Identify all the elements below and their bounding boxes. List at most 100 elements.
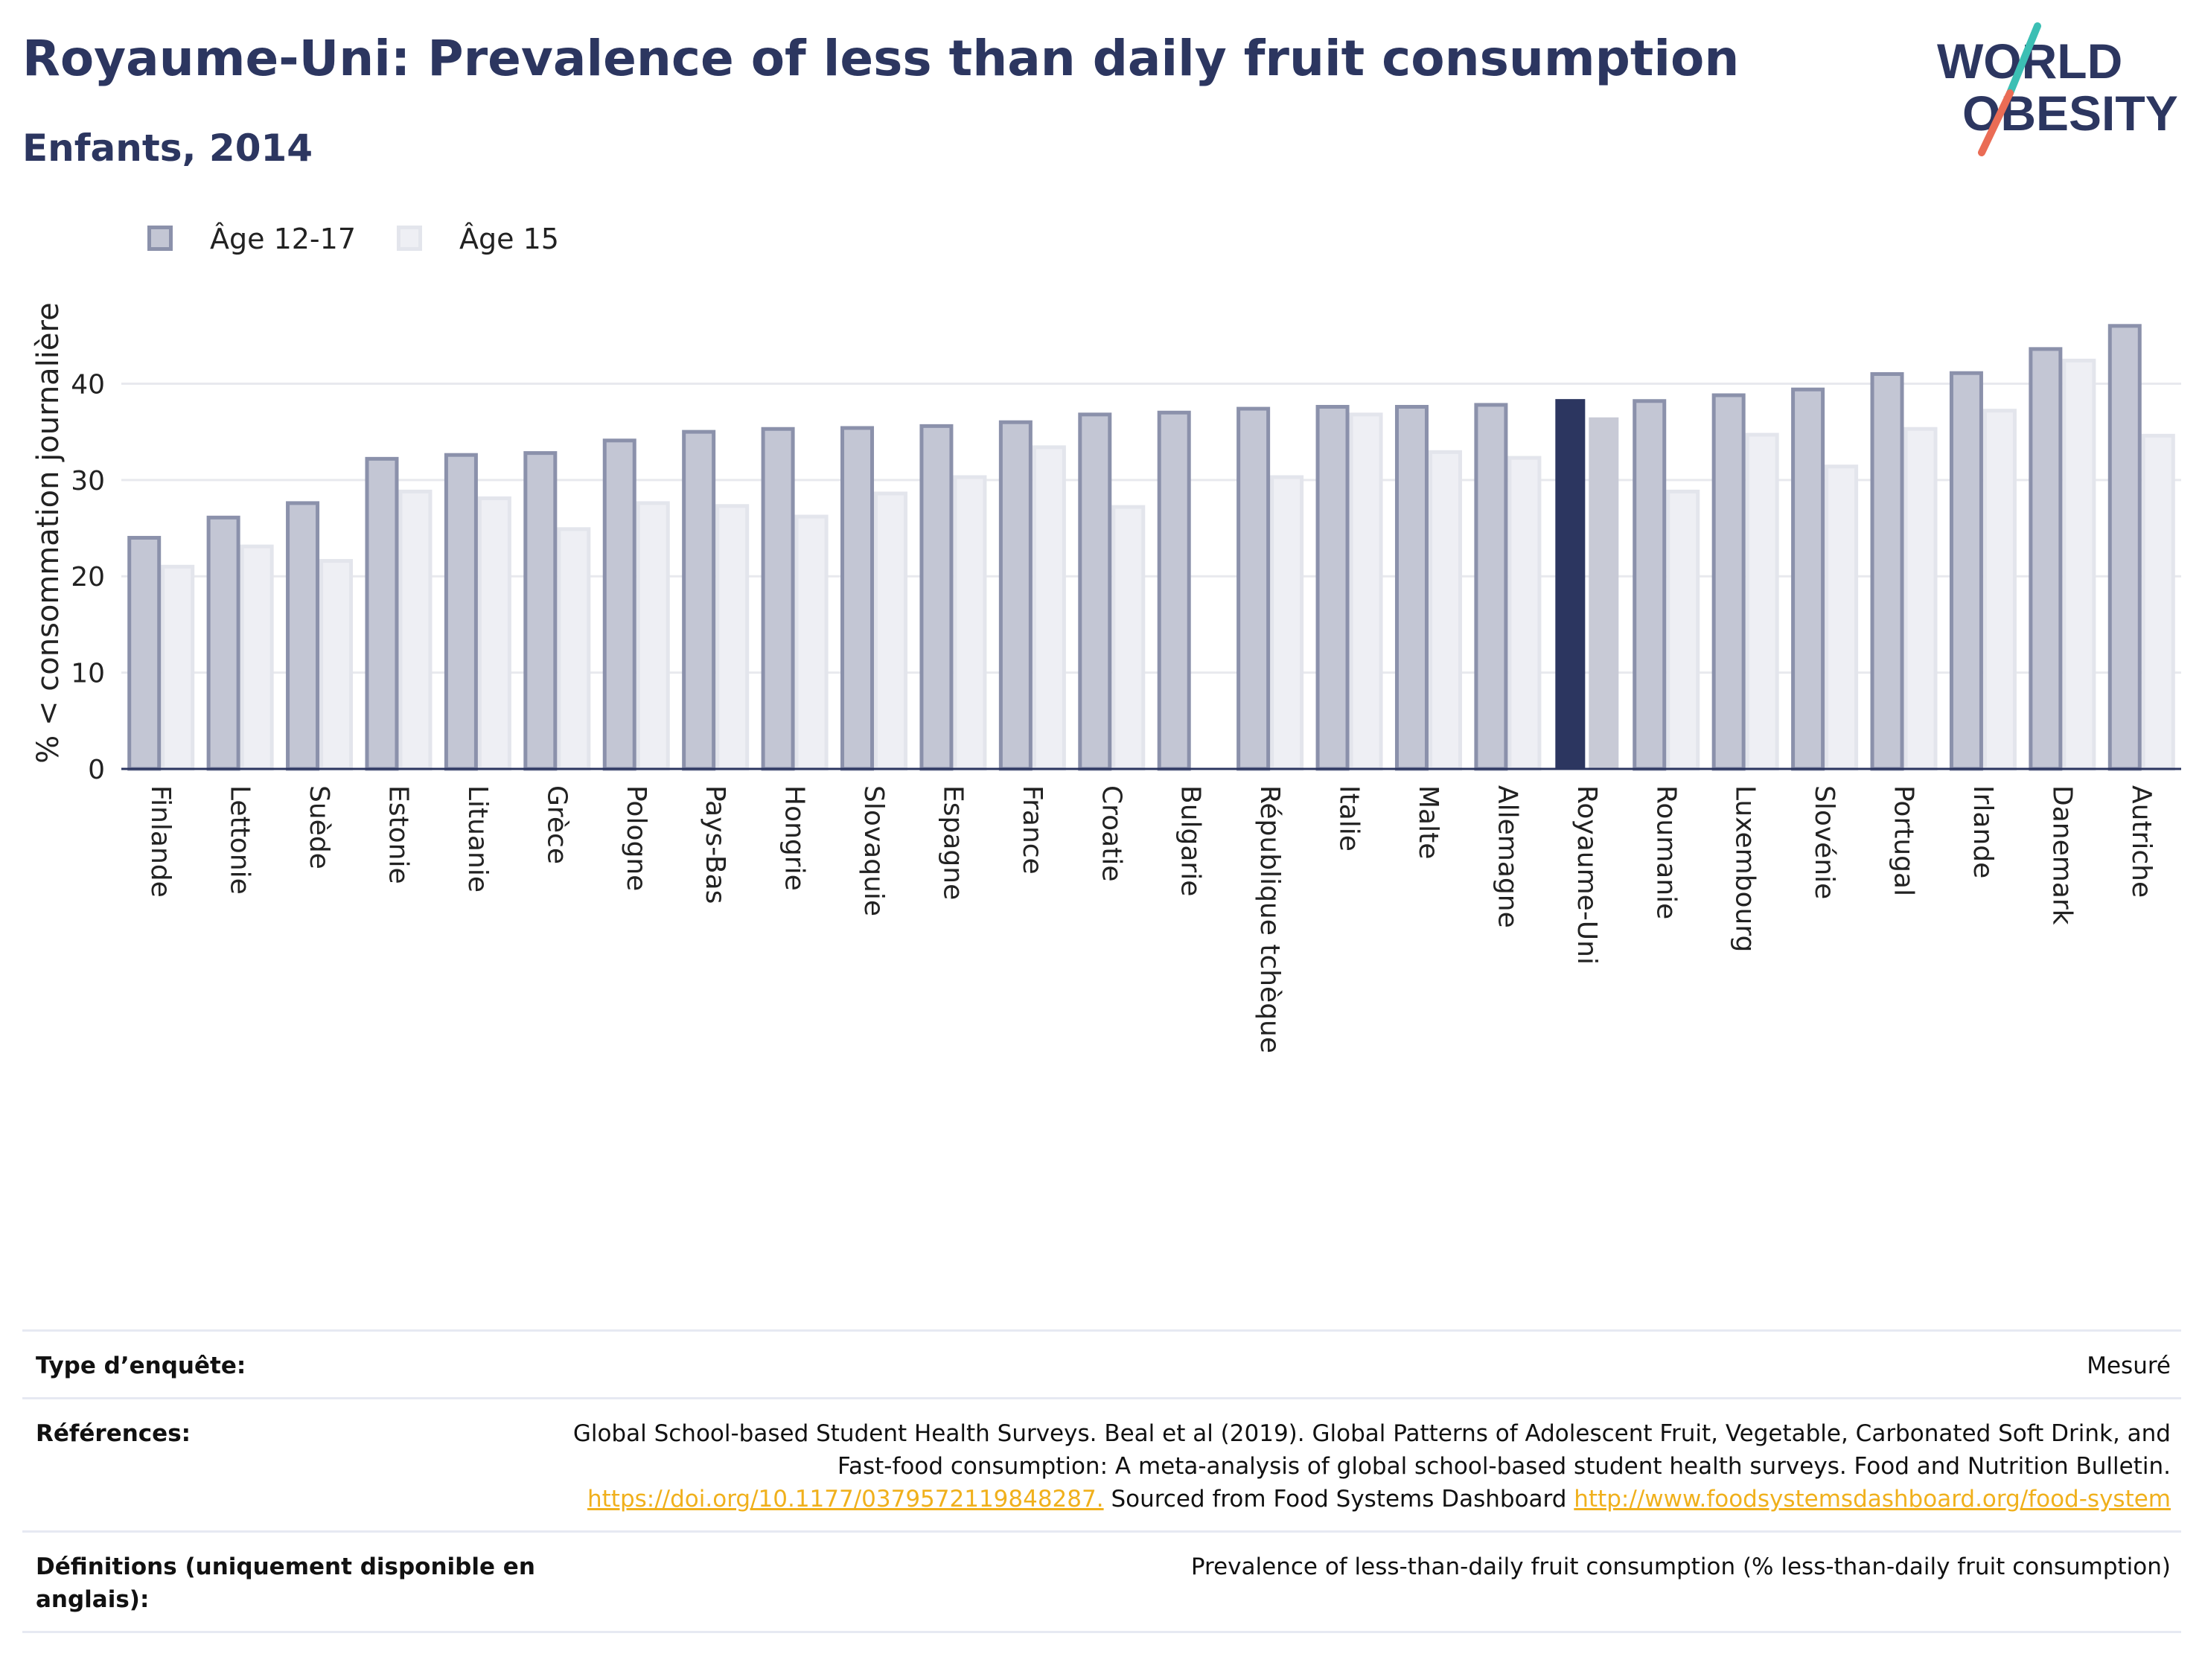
x-tick-label-19: Roumanie [1650,785,1681,919]
bar-series-1-9 [840,426,875,771]
x-tick-label-18: Royaume-Uni [1571,785,1602,965]
x-tick-label-25: Autriche [2126,785,2157,898]
bar-series-2-22 [1903,427,1938,771]
bar-series-2-12 [1111,505,1146,771]
doi-link[interactable]: https://doi.org/10.1177/0379572119848287… [587,1486,1104,1513]
bar-series-1-15 [1315,405,1350,771]
bar-series-1-6 [602,438,636,771]
bar-series-1-24 [2029,347,2063,771]
bar-series-2-3 [398,489,433,771]
x-tick-label-4: Lituanie [462,785,493,892]
bar-series-2-19 [1666,489,1700,771]
x-tick-label-3: Estonie [383,785,413,884]
x-tick-label-5: Grèce [541,785,572,864]
x-tick-label-13: Bulgarie [1175,785,1206,896]
bar-series-1-14 [1236,406,1271,771]
x-tick-label-9: Slovaquie [858,785,889,916]
bar-series-2-7 [715,504,750,771]
world-obesity-logo: WORLD OBESITY [1937,22,2178,156]
legend-swatch-series-1 [147,226,173,251]
bar-series-2-10 [953,475,987,771]
x-tick-label-1: Lettonie [225,785,255,895]
bar-series-1-20 [1711,393,1746,771]
x-tick-label-0: Finlande [145,785,176,898]
food-systems-dashboard-link[interactable]: http://www.foodsystemsdashboard.org/food… [1574,1486,2171,1513]
x-tick-label-17: Allemagne [1492,785,1522,928]
bar-series-1-22 [1870,372,1904,771]
bar-series-2-14 [1270,475,1304,771]
bar-series-1-5 [523,451,558,771]
bar-series-2-24 [2062,358,2096,771]
chart-subtitle: Enfants, 2014 [22,127,313,170]
bar-series-1-18 [1555,399,1586,769]
bar-series-1-11 [998,420,1033,771]
bar-series-1-21 [1791,387,1825,771]
bar-series-2-23 [1982,409,2017,771]
x-tick-label-22: Portugal [1889,785,1919,896]
y-tick-label-4: 40 [71,369,105,400]
bar-series-1-1 [206,515,240,771]
logo-slash-top [2006,22,2041,97]
bar-series-2-11 [1032,445,1066,771]
bar-series-1-0 [127,535,162,771]
x-tick-label-21: Slovénie [1809,785,1839,899]
bar-series-2-4 [477,496,511,771]
bar-series-1-10 [919,424,954,771]
bar-series-1-12 [1078,412,1112,771]
bar-series-1-16 [1394,405,1429,771]
bar-series-2-25 [2141,433,2175,771]
survey-type-row: Type d’enquête: Mesuré [22,1329,2181,1397]
x-tick-label-8: Hongrie [779,785,810,891]
definitions-value: Prevalence of less-than-daily fruit cons… [1190,1553,2171,1580]
bar-series-1-19 [1633,399,1667,771]
definitions-row: Définitions (uniquement disponible en an… [22,1530,2181,1633]
bar-series-1-8 [761,427,795,771]
bar-series-2-0 [161,564,195,771]
x-tick-label-23: Irlande [1968,785,1998,878]
x-tick-label-15: Italie [1334,785,1365,852]
legend-label-series-2: Âge 15 [459,223,559,255]
y-tick-label-3: 30 [71,466,105,496]
bar-series-1-7 [682,429,716,771]
bar-series-2-9 [874,491,908,771]
bar-series-1-25 [2107,324,2142,771]
bar-series-2-8 [794,514,829,771]
bar-series-2-20 [1745,432,1779,771]
bar-series-1-13 [1157,410,1191,771]
references-text: Global School-based Student Health Surve… [572,1420,2171,1480]
survey-info-table: Type d’enquête: Mesuré Références: Globa… [22,1329,2181,1633]
legend-swatch-series-2 [397,226,422,251]
bar-series-1-23 [1949,371,1983,771]
bar-series-1-17 [1474,403,1508,771]
bar-series-2-2 [319,559,354,771]
bar-series-2-17 [1507,456,1542,771]
legend-label-series-1: Âge 12-17 [210,223,356,255]
chart-title: Royaume-Uni: Prevalence of less than dai… [22,30,1740,87]
bar-series-2-1 [240,544,274,771]
x-tick-label-10: Espagne [937,785,968,900]
bar-series-2-21 [1825,464,1859,771]
definitions-label: Définitions (uniquement disponible en an… [36,1553,535,1613]
x-tick-label-24: Danemark [2046,785,2077,925]
y-tick-label-1: 10 [71,659,105,689]
x-tick-label-6: Pologne [621,785,651,891]
y-axis-title: % < consommation journalière [31,302,66,763]
x-tick-label-11: France [1017,785,1047,875]
x-tick-label-16: Malte [1413,785,1443,859]
survey-type-value: Mesuré [2087,1352,2171,1379]
bar-series-2-6 [636,501,670,771]
survey-type-label: Type d’enquête: [36,1352,246,1379]
bar-series-2-5 [557,527,591,771]
bar-series-2-18 [1589,417,1619,769]
x-tick-label-12: Croatie [1096,785,1126,882]
references-label: Références: [36,1420,191,1447]
bar-series-1-4 [444,453,478,771]
bar-series-2-15 [1349,412,1383,771]
logo-slash-bottom [1978,89,2014,156]
x-tick-label-7: Pays-Bas [700,785,730,904]
x-tick-label-20: Luxembourg [1730,785,1761,952]
bar-series-1-3 [365,456,399,771]
bar-chart: 0 10 20 30 40% < consommation journalière Fin… [31,302,2181,1053]
bar-series-2-16 [1428,450,1462,771]
x-tick-label-2: Suède [304,785,334,869]
